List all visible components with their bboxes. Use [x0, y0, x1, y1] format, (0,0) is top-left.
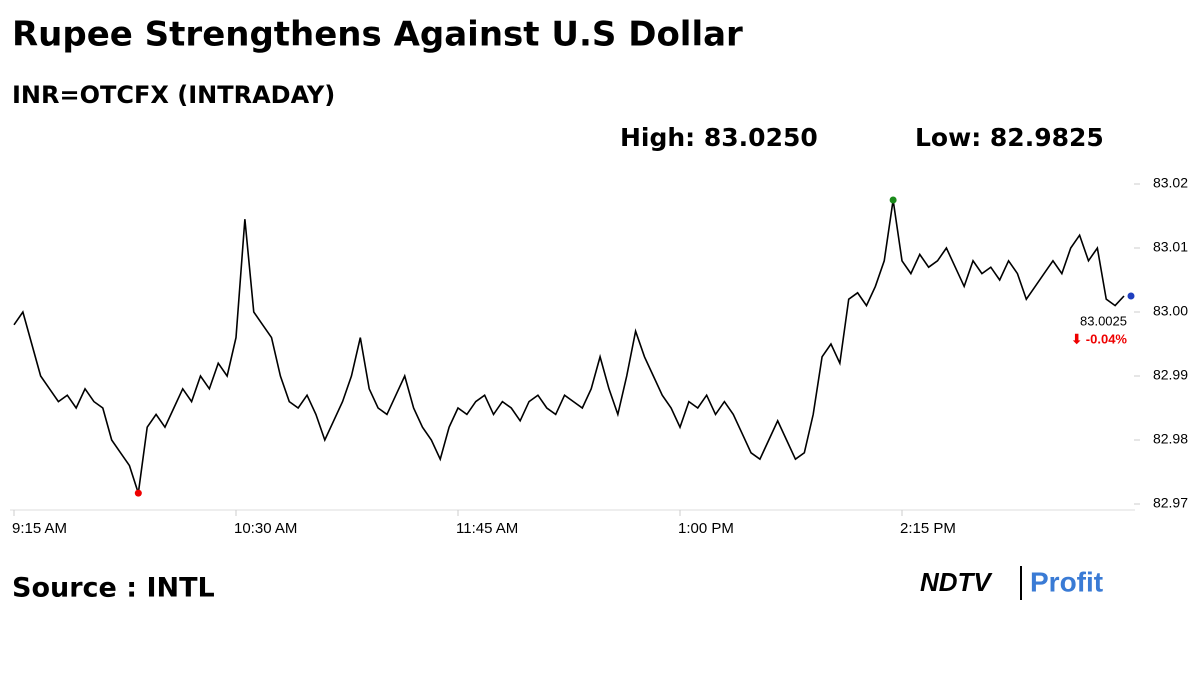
high-label: High: 83.0250: [620, 123, 818, 152]
x-tick-label: 11:45 AM: [456, 520, 518, 537]
chart-subtitle: INR=OTCFX (INTRADAY): [12, 81, 335, 109]
price-line: [13, 199, 1125, 494]
low-label: Low: 82.9825: [915, 123, 1104, 152]
last-marker: [1127, 292, 1135, 300]
x-tick-label: 9:15 AM: [12, 520, 67, 537]
y-tick-label: 82.99: [1153, 367, 1188, 383]
y-tick-label: 83.01: [1153, 239, 1188, 255]
x-tick-label: 2:15 PM: [900, 520, 956, 537]
chart-title: Rupee Strengthens Against U.S Dollar: [12, 15, 743, 55]
last-value-label: 83.0025: [1080, 313, 1127, 328]
low-marker: [134, 489, 142, 497]
x-tick-label: 10:30 AM: [234, 520, 297, 537]
logo-ndtv: NDTV: [920, 567, 993, 597]
high-marker: [889, 196, 897, 204]
y-tick-label: 83.00: [1153, 303, 1188, 319]
logo-profit: Profit: [1030, 566, 1103, 597]
source: Source : INTL: [12, 573, 215, 604]
y-tick-label: 83.02: [1153, 175, 1188, 191]
x-tick-label: 1:00 PM: [678, 520, 734, 537]
y-tick-label: 82.98: [1153, 431, 1188, 447]
y-tick-label: 82.97: [1153, 495, 1188, 511]
change-label: ⬇ -0.04%: [1071, 331, 1127, 346]
